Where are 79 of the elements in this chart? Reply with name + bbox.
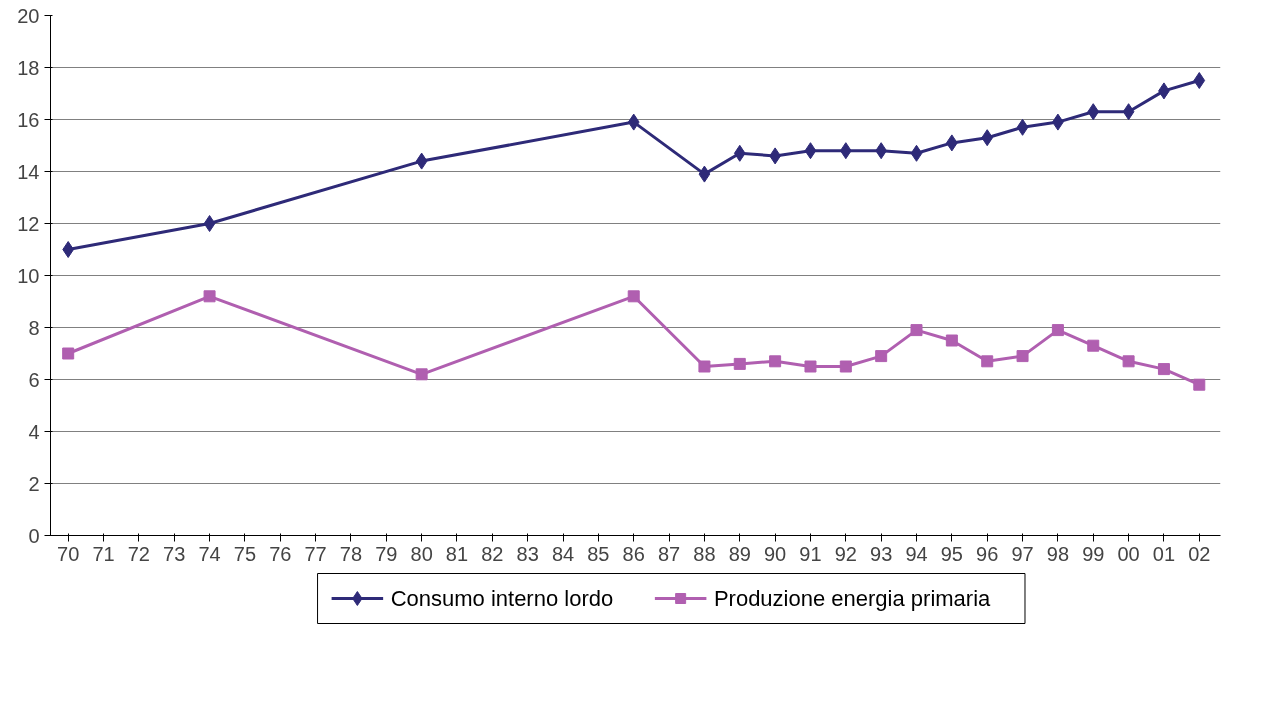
y-tick-label: 4 — [28, 420, 40, 443]
x-tick-label: 76 — [269, 542, 292, 565]
y-tick-label: 10 — [17, 264, 40, 287]
point — [1157, 363, 1170, 376]
point — [945, 334, 958, 347]
x-tick-label: 90 — [764, 542, 787, 565]
x-tick-label: 89 — [728, 542, 751, 565]
point — [203, 290, 216, 303]
point — [627, 290, 640, 303]
point — [910, 144, 923, 162]
point — [733, 357, 746, 370]
point — [1193, 72, 1206, 89]
point — [981, 355, 994, 368]
x-tick-label: 94 — [905, 542, 928, 565]
x-tick-label: 79 — [375, 542, 398, 565]
x-tick-label: 87 — [657, 542, 681, 565]
x-tick-label: 01 — [1152, 542, 1176, 565]
point — [1193, 378, 1206, 391]
point — [804, 142, 817, 160]
point — [1087, 339, 1100, 352]
x-tick-label: 71 — [92, 542, 115, 565]
point — [839, 360, 852, 373]
legend-label: Consumo interno lordo — [390, 586, 614, 611]
point — [981, 129, 994, 147]
x-tick-label: 78 — [339, 542, 363, 565]
y-tick-label: 18 — [17, 56, 40, 79]
x-tick-label: 95 — [940, 542, 963, 565]
x-tick-label: 80 — [410, 542, 433, 565]
legend-label: Produzione energia primaria — [713, 586, 992, 611]
x-tick-label: 96 — [976, 542, 999, 565]
y-tick-label: 12 — [17, 212, 40, 235]
y-tick-label: 0 — [28, 524, 40, 547]
point — [910, 324, 923, 337]
x-tick-label: 72 — [127, 542, 150, 565]
point — [1122, 103, 1135, 121]
x-tick-label: 73 — [163, 542, 186, 565]
x-tick-label: 00 — [1117, 542, 1140, 565]
x-tick-label: 92 — [834, 542, 857, 565]
x-tick-label: 86 — [622, 542, 645, 565]
x-tick-label: 99 — [1082, 542, 1105, 565]
point — [1122, 355, 1135, 368]
point — [733, 144, 746, 162]
point — [1051, 324, 1064, 337]
point — [62, 241, 75, 258]
point — [1016, 350, 1029, 363]
y-tick-label: 16 — [17, 108, 40, 131]
point — [1016, 118, 1029, 136]
point — [698, 165, 711, 183]
y-tick-label: 6 — [28, 368, 40, 391]
point — [698, 360, 711, 373]
point — [769, 355, 782, 368]
point — [875, 350, 888, 363]
point — [415, 368, 428, 381]
point — [839, 142, 852, 160]
x-tick-label: 98 — [1046, 542, 1070, 565]
x-tick-label: 85 — [587, 542, 610, 565]
point — [203, 215, 216, 232]
x-tick-label: 70 — [57, 542, 80, 565]
x-tick-label: 81 — [445, 542, 469, 565]
x-tick-label: 77 — [304, 542, 327, 565]
y-tick-label: 2 — [28, 472, 40, 495]
point — [627, 113, 640, 131]
x-tick-label: 93 — [870, 542, 893, 565]
x-tick-label: 91 — [799, 542, 822, 565]
point — [415, 152, 428, 170]
x-tick-label: 75 — [233, 542, 257, 565]
y-tick-label: 8 — [28, 316, 40, 339]
x-tick-label: 02 — [1188, 542, 1211, 565]
x-tick-label: 74 — [198, 542, 221, 565]
y-tick-label: 20 — [17, 4, 40, 27]
x-tick-label: 82 — [481, 542, 504, 565]
x-tick-label: 83 — [516, 542, 539, 565]
point — [1087, 103, 1100, 121]
x-tick-label: 84 — [551, 542, 575, 565]
x-tick-label: 88 — [693, 542, 716, 565]
y-tick-label: 14 — [17, 160, 40, 183]
x-tick-label: 97 — [1011, 542, 1034, 565]
point — [62, 347, 75, 360]
point — [804, 360, 817, 373]
